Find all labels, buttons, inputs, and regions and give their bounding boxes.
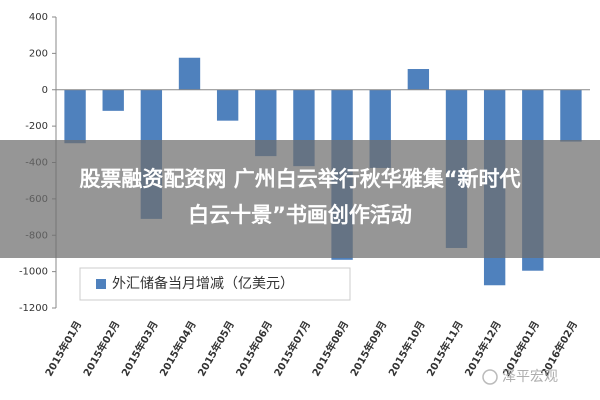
legend-box [79, 267, 351, 301]
bar [64, 89, 86, 144]
y-tick-label: 200 [29, 48, 48, 59]
bar [407, 69, 430, 90]
bar [178, 57, 201, 90]
bar [102, 89, 124, 111]
banner-band [0, 140, 600, 258]
watermark: 泽平宏观 [502, 369, 558, 385]
banner-text: 股票融资配资网 广州白云举行秋华雅集“新时代 [79, 167, 520, 191]
y-tick-label: 0 [42, 85, 48, 96]
legend-swatch [96, 279, 106, 289]
watermark-icon [482, 369, 498, 385]
y-tick-label: -1000 [19, 267, 48, 278]
bar [216, 89, 239, 121]
y-tick-label: -1200 [19, 303, 48, 314]
banner-text: 白云十景”书画创作活动 [188, 203, 412, 227]
y-tick-label: 400 [29, 12, 48, 23]
bar [255, 89, 277, 157]
legend-label: 外汇储备当月增减（亿美元） [112, 275, 294, 292]
y-tick-label: -200 [25, 121, 48, 132]
bar [560, 89, 582, 142]
